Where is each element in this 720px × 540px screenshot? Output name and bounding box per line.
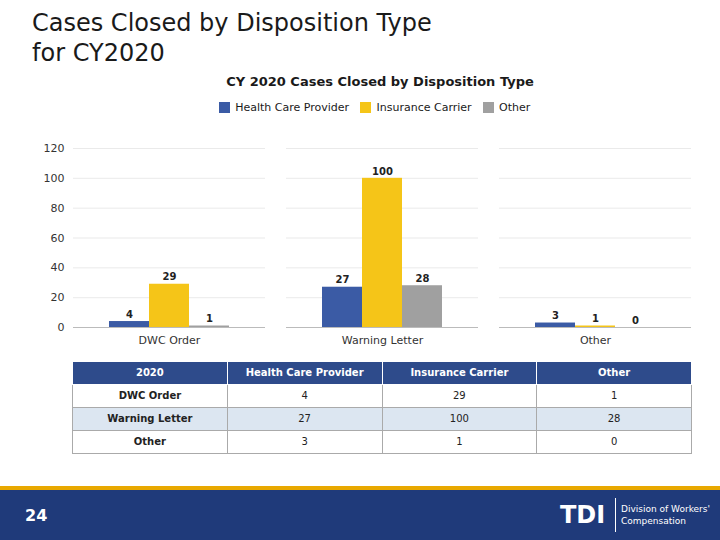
svg-text:Other: Other xyxy=(580,334,612,347)
svg-text:80: 80 xyxy=(51,201,65,214)
html-text:24: 24 xyxy=(25,505,48,525)
html-text:4: 4 xyxy=(301,390,308,401)
svg-text:120: 120 xyxy=(44,142,65,155)
svg-text:Warning Letter: Warning Letter xyxy=(342,334,424,347)
svg-text:27: 27 xyxy=(336,274,350,285)
svg-text:1: 1 xyxy=(592,313,599,324)
svg-text:29: 29 xyxy=(163,271,177,282)
svg-text:100: 100 xyxy=(44,171,65,184)
html-text:Health Care Provider: Health Care Provider xyxy=(235,101,349,114)
svg-text:3: 3 xyxy=(552,310,559,321)
html-text:1: 1 xyxy=(610,390,618,401)
html-text:3: 3 xyxy=(301,436,308,447)
html-text:CY 2020 Cases Closed by Dispos: CY 2020 Cases Closed by Disposition Type xyxy=(226,74,534,89)
html-text:2020: 2020 xyxy=(136,367,164,378)
html-text:Insurance Carrier: Insurance Carrier xyxy=(376,101,472,114)
html-text:29: 29 xyxy=(453,390,466,401)
html-text:Other: Other xyxy=(133,436,166,447)
html-text:Cases Closed by Disposition Ty: Cases Closed by Disposition Type xyxy=(32,9,432,37)
html-text:Health Care Provider: Health Care Provider xyxy=(245,367,364,378)
html-text:28: 28 xyxy=(607,413,621,424)
html-text:Other: Other xyxy=(598,367,631,378)
html-text:for CY2020: for CY2020 xyxy=(32,39,165,67)
html-text:Other: Other xyxy=(499,101,531,114)
html-text:DWC Order: DWC Order xyxy=(118,390,182,401)
svg-text:1: 1 xyxy=(206,313,213,324)
svg-text:100: 100 xyxy=(372,165,393,176)
svg-text:4: 4 xyxy=(126,308,133,319)
html-text:Warning Letter: Warning Letter xyxy=(107,413,193,424)
svg-text:0: 0 xyxy=(58,321,65,334)
svg-text:DWC Order: DWC Order xyxy=(139,334,201,347)
svg-text:0: 0 xyxy=(632,314,639,325)
html-text:TDI: TDI xyxy=(560,501,606,529)
html-text:0: 0 xyxy=(610,436,618,447)
svg-text:20: 20 xyxy=(51,291,65,304)
html-text:Insurance Carrier: Insurance Carrier xyxy=(410,367,509,378)
svg-text:28: 28 xyxy=(416,272,430,283)
html-text:27: 27 xyxy=(298,413,311,424)
html-text:Division of Workers' Compensat: Division of Workers' Compensation xyxy=(621,504,710,526)
svg-text:40: 40 xyxy=(51,261,65,274)
html-text:1: 1 xyxy=(456,436,463,447)
svg-text:60: 60 xyxy=(51,231,65,244)
html-text:100: 100 xyxy=(449,413,469,424)
